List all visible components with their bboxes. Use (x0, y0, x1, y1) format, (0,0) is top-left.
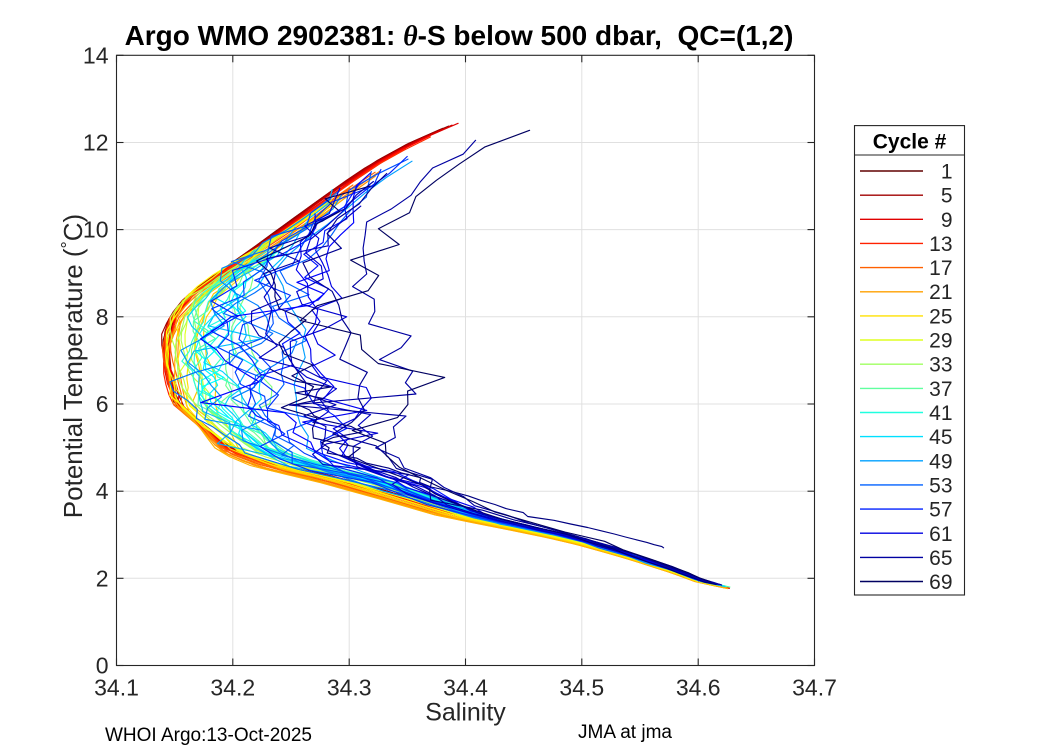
svg-text:4: 4 (96, 478, 109, 504)
svg-text:49: 49 (929, 450, 952, 473)
svg-text:34.4: 34.4 (443, 675, 488, 701)
svg-text:8: 8 (96, 304, 109, 330)
svg-text:2: 2 (96, 565, 109, 591)
svg-text:34.1: 34.1 (94, 675, 139, 701)
svg-text:Salinity: Salinity (425, 699, 506, 727)
svg-text:37: 37 (929, 378, 952, 401)
svg-text:JMA at jma: JMA at jma (578, 722, 672, 743)
svg-text:5: 5 (941, 185, 953, 208)
svg-text:61: 61 (929, 523, 952, 546)
svg-text:34.5: 34.5 (559, 675, 604, 701)
svg-text:9: 9 (941, 209, 953, 232)
svg-text:14: 14 (83, 42, 109, 68)
svg-text:Cycle #: Cycle # (873, 131, 947, 154)
svg-text:41: 41 (929, 402, 952, 425)
svg-text:34.7: 34.7 (792, 675, 837, 701)
svg-text:6: 6 (96, 391, 109, 417)
svg-text:34.2: 34.2 (210, 675, 255, 701)
svg-text:34.3: 34.3 (327, 675, 372, 701)
svg-text:Potential Temperature (°C): Potential Temperature (°C) (58, 214, 88, 518)
svg-text:1: 1 (941, 161, 953, 184)
svg-text:10: 10 (83, 217, 109, 243)
svg-text:WHOI Argo:13-Oct-2025: WHOI Argo:13-Oct-2025 (105, 725, 312, 746)
svg-text:25: 25 (929, 305, 952, 328)
svg-text:34.6: 34.6 (676, 675, 721, 701)
svg-text:57: 57 (929, 499, 952, 522)
svg-text:13: 13 (929, 233, 952, 256)
svg-text:69: 69 (929, 571, 952, 594)
svg-text:45: 45 (929, 426, 952, 449)
svg-text:21: 21 (929, 281, 952, 304)
svg-text:17: 17 (929, 257, 952, 280)
svg-text:53: 53 (929, 474, 952, 497)
svg-text:12: 12 (83, 130, 109, 156)
svg-text:Argo WMO 2902381: θ-S below 50: Argo WMO 2902381: θ-S below 500 dbar, QC… (125, 20, 794, 52)
svg-text:65: 65 (929, 547, 952, 570)
svg-text:33: 33 (929, 354, 952, 377)
svg-text:0: 0 (96, 653, 109, 679)
svg-text:29: 29 (929, 330, 952, 353)
